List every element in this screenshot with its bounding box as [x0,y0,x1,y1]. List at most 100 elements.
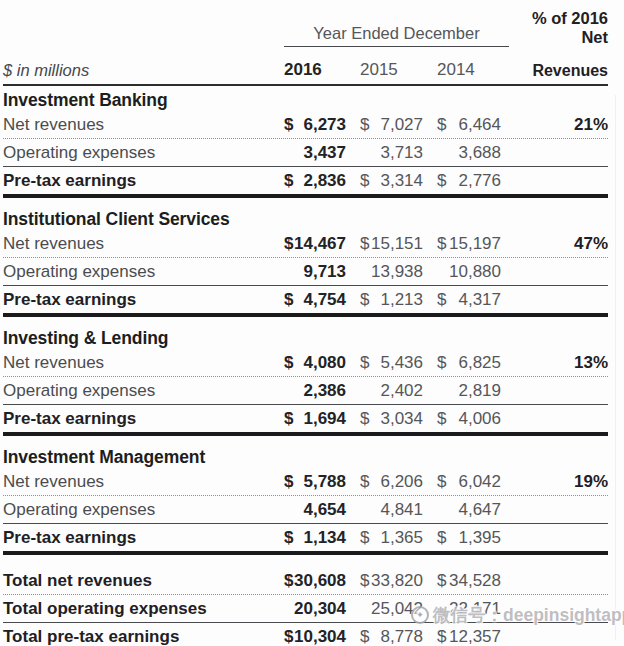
table-row: Pre-tax earnings$1,694$3,034$4,006 [3,405,608,436]
dollar-sign: $ [437,350,446,376]
row-label: Pre-tax earnings [3,525,284,551]
pct-header-line1: % of 2016 [532,9,608,28]
value-cell-2016: $4,080 [284,350,346,376]
watermark: ✦ 微信号：deepinsightapp [411,603,624,627]
dollar-sign: $ [284,469,293,495]
value-cell-2014: 4,647 [437,497,501,523]
dollar-sign: $ [360,231,369,257]
value: 4,754 [303,287,346,313]
table-row: Operating expenses9,71313,93810,880 [3,258,608,286]
table-row: Operating expenses4,6544,8414,647 [3,496,608,524]
row-label: Total pre-tax earnings [3,624,284,646]
row-label: Net revenues [3,469,284,495]
value-cell-2015: 13,938 [360,259,423,285]
dollar-sign: $ [360,469,369,495]
value: 2,819 [458,378,501,404]
year-column-2015: 2015 [360,60,423,80]
value: 7,027 [380,112,423,138]
table-row: Total net revenues$30,608$33,820$34,528 [3,567,608,595]
value-cell-2015: $3,034 [360,406,423,432]
pct-value: 13% [501,350,608,376]
value: 1,365 [380,525,423,551]
value: 4,647 [458,497,501,523]
row-label: Pre-tax earnings [3,287,284,313]
value-cell-2015: 2,402 [360,378,423,404]
row-label: Pre-tax earnings [3,406,284,432]
value: 9,713 [303,259,346,285]
value: 2,776 [458,168,501,194]
value-cell-2015: $3,314 [360,168,423,194]
dollar-sign: $ [437,287,446,313]
value: 2,402 [380,378,423,404]
value-cell-2015: $6,206 [360,469,423,495]
value-cell-2015: 3,713 [360,140,423,166]
value-cell-2016: $1,694 [284,406,346,432]
value: 6,273 [303,112,346,138]
value-cell-2016: 2,386 [284,378,346,404]
dollar-sign: $ [360,568,369,594]
watermark-text: 微信号：deepinsightapp [433,603,624,627]
table-row: Net revenues$14,467$15,151$15,19747% [3,230,608,258]
value-cell-2016: 20,304 [284,596,346,622]
value: 3,034 [380,406,423,432]
dollar-sign: $ [284,168,293,194]
value-cell-2015: $33,820 [360,568,423,594]
value: 4,080 [303,350,346,376]
table-row: Net revenues$4,080$5,436$6,82513% [3,349,608,377]
table-row: Pre-tax earnings$2,836$3,314$2,776 [3,167,608,198]
dollar-sign: $ [360,525,369,551]
sections: Investment BankingNet revenues$6,273$7,0… [3,89,608,555]
segment-results-table: Year Ended December % of 2016 Net $ in m… [0,0,624,646]
pct-of-net-revenues-header: % of 2016 Net [509,8,608,47]
row-label: Net revenues [3,350,284,376]
value-cell-2015: 4,841 [360,497,423,523]
scan-edge-artifact [615,95,616,640]
dollar-sign: $ [284,568,293,594]
dollar-sign: $ [360,624,369,646]
value: 30,608 [294,568,346,594]
value-cell-2016: $5,788 [284,469,346,495]
value: 1,213 [380,287,423,313]
dollar-sign: $ [437,568,446,594]
section-title: Institutional Client Services [3,208,608,230]
table-row: Operating expenses3,4373,7133,688 [3,139,608,167]
segment-section: Investment ManagementNet revenues$5,788$… [3,446,608,555]
value: 4,006 [458,406,501,432]
value-cell-2014: $6,464 [437,112,501,138]
section-title: Investment Management [3,446,608,468]
pct-header-line2: Net [581,28,608,47]
value-cell-2014: $4,317 [437,287,501,313]
value: 3,314 [380,168,423,194]
value: 1,694 [303,406,346,432]
value-cell-2015: $15,151 [360,231,423,257]
row-label: Operating expenses [3,378,284,404]
value-cell-2016: 4,654 [284,497,346,523]
header-row-group: Year Ended December % of 2016 Net [3,8,608,47]
value: 10,880 [449,259,501,285]
value: 4,317 [458,287,501,313]
dollar-sign: $ [437,469,446,495]
pct-value: 19% [501,469,608,495]
value-cell-2014: $34,528 [437,568,501,594]
value-cell-2015: $7,027 [360,112,423,138]
dollar-sign: $ [437,168,446,194]
value: 6,042 [458,469,501,495]
value: 6,825 [458,350,501,376]
table-row: Pre-tax earnings$4,754 $1,213 $4,317 [3,286,608,317]
value: 3,713 [380,140,423,166]
pct-value: 21% [501,112,608,138]
value: 13,938 [371,259,423,285]
dollar-sign: $ [360,168,369,194]
table-header: Year Ended December % of 2016 Net $ in m… [3,8,608,86]
dollar-sign: $ [284,112,293,138]
value-cell-2016: $4,754 [284,287,346,313]
value: 1,395 [458,525,501,551]
value-cell-2015: $1,365 [360,525,423,551]
row-label: Net revenues [3,112,284,138]
value-cell-2014: 2,819 [437,378,501,404]
value: 3,437 [303,140,346,166]
section-title: Investing & Lending [3,327,608,349]
value-cell-2014: 3,688 [437,140,501,166]
year-column-2014: 2014 [437,60,501,80]
value: 14,467 [294,231,346,257]
